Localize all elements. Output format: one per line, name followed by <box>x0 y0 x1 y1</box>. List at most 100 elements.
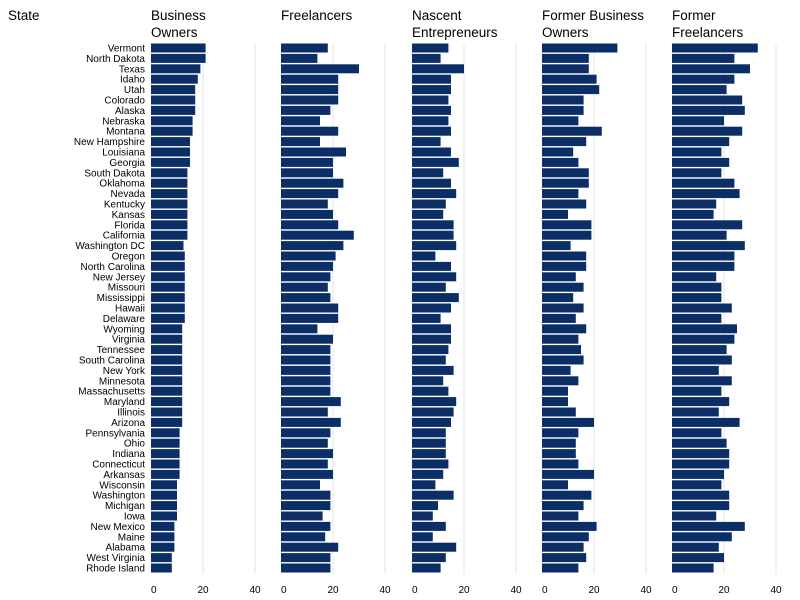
bar <box>672 501 730 511</box>
bar <box>672 220 743 230</box>
bar <box>151 397 183 407</box>
state-label: Kansas <box>112 210 145 221</box>
state-label: Alabama <box>106 543 146 554</box>
state-label: Oregon <box>112 252 145 263</box>
bar <box>151 137 190 147</box>
bar <box>542 334 579 344</box>
bar <box>672 376 732 386</box>
bar <box>412 209 444 219</box>
bar <box>281 521 331 531</box>
bar <box>281 428 331 438</box>
bar <box>412 397 457 407</box>
bar <box>542 116 579 126</box>
bar <box>281 345 331 355</box>
bar <box>412 438 446 448</box>
bar <box>672 313 722 323</box>
bar <box>672 272 717 282</box>
bar <box>542 43 618 53</box>
state-label: North Dakota <box>86 54 145 65</box>
bar <box>412 105 451 115</box>
bar <box>542 553 587 563</box>
bar <box>281 282 328 292</box>
bar <box>542 261 587 271</box>
bar <box>151 293 185 303</box>
bar <box>281 459 328 469</box>
tick-label: 20 <box>327 585 339 596</box>
bar <box>412 199 446 209</box>
state-label: Arkansas <box>103 470 145 481</box>
bar <box>412 417 451 427</box>
state-label: Texas <box>119 64 145 75</box>
bar <box>542 417 594 427</box>
tick-label: 0 <box>412 585 418 596</box>
bar <box>281 251 336 261</box>
bar <box>151 324 183 334</box>
bar <box>672 386 722 396</box>
bar <box>542 386 568 396</box>
tick-label: 0 <box>542 585 548 596</box>
state-label: New Mexico <box>91 522 146 533</box>
panel-title: Freelancers <box>672 25 744 40</box>
state-label: Tennessee <box>97 345 146 356</box>
bar <box>151 272 185 282</box>
state-label: Washington <box>93 491 145 502</box>
bar <box>412 469 444 479</box>
bar <box>151 189 188 199</box>
bar <box>281 334 333 344</box>
bar <box>672 459 730 469</box>
bar <box>542 459 579 469</box>
bar <box>412 334 451 344</box>
bar <box>151 469 180 479</box>
bar <box>281 189 339 199</box>
bar <box>281 532 326 542</box>
bar <box>542 407 576 417</box>
bar <box>542 147 574 157</box>
bar <box>672 178 735 188</box>
bar <box>672 74 735 84</box>
bar <box>672 261 735 271</box>
state-label: South Carolina <box>79 356 146 367</box>
bar <box>281 199 328 209</box>
bar <box>412 553 446 563</box>
state-label: Wyoming <box>103 324 145 335</box>
panel-title: Owners <box>151 25 198 40</box>
bar <box>412 345 449 355</box>
bar <box>412 272 457 282</box>
bar <box>672 105 745 115</box>
state-label: Iowa <box>124 512 146 523</box>
bar <box>672 449 730 459</box>
bar <box>151 501 177 511</box>
state-label: Maine <box>118 532 146 543</box>
state-label: Rhode Island <box>86 564 145 575</box>
bar <box>281 209 333 219</box>
bar <box>151 417 183 427</box>
state-label: North Carolina <box>81 262 146 273</box>
tick-label: 20 <box>718 585 730 596</box>
bar <box>151 105 196 115</box>
bar <box>412 293 459 303</box>
state-label: Ohio <box>124 439 146 450</box>
bar <box>412 282 446 292</box>
bar <box>672 407 719 417</box>
state-label: Mississippi <box>97 293 145 304</box>
bar <box>412 251 436 261</box>
bar <box>412 168 444 178</box>
bar <box>672 209 714 219</box>
bar <box>281 511 323 521</box>
bar <box>412 189 457 199</box>
panel: Freelancers 0 20 40 <box>281 8 391 596</box>
bar <box>672 157 730 167</box>
bar <box>281 386 331 396</box>
bar <box>672 542 719 552</box>
bar <box>542 521 597 531</box>
bar <box>281 43 328 53</box>
bar <box>151 116 193 126</box>
bar <box>151 334 183 344</box>
state-label: Louisiana <box>102 148 145 159</box>
bar <box>281 85 339 95</box>
state-label: Hawaii <box>115 304 145 315</box>
bar <box>542 230 592 240</box>
tick-label: 40 <box>379 585 391 596</box>
bar <box>281 355 331 365</box>
bar <box>412 521 446 531</box>
